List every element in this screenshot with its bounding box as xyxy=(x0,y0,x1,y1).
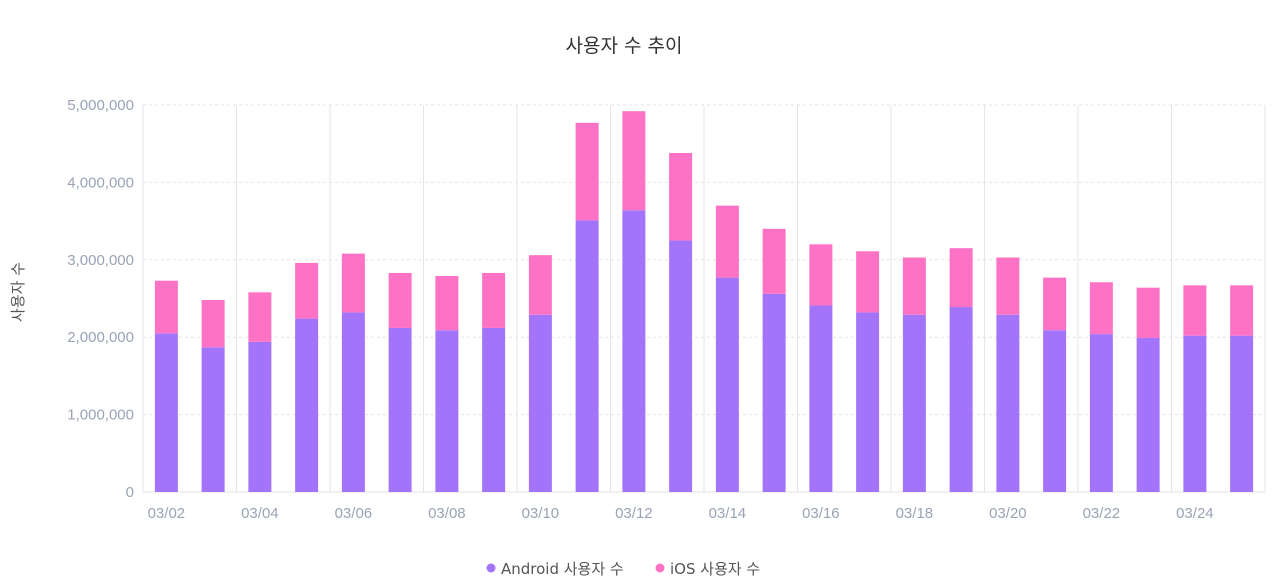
bar-android-03-15[interactable] xyxy=(762,293,786,492)
bar-android-03-11[interactable] xyxy=(575,220,599,493)
x-tick-label: 03/08 xyxy=(428,505,466,522)
grid xyxy=(142,104,1266,493)
y-tick-label: 0 xyxy=(126,484,134,501)
y-tick-label: 4,000,000 xyxy=(67,174,134,191)
bar-ios-03-11[interactable] xyxy=(575,122,599,221)
x-tick-label: 03/02 xyxy=(148,505,186,522)
bar-ios-03-09[interactable] xyxy=(482,272,506,328)
legend-android-marker xyxy=(486,563,496,573)
bar-android-03-16[interactable] xyxy=(809,305,833,492)
y-tick-label: 2,000,000 xyxy=(67,329,134,346)
bar-ios-03-07[interactable] xyxy=(388,272,412,328)
bar-ios-03-18[interactable] xyxy=(902,257,926,315)
bar-ios-03-16[interactable] xyxy=(809,244,833,306)
x-tick-label: 03/14 xyxy=(709,505,747,522)
bar-ios-03-22[interactable] xyxy=(1089,282,1113,335)
y-tick-label: 1,000,000 xyxy=(67,407,134,424)
legend-android-label[interactable]: Android 사용자 수 xyxy=(501,560,624,578)
chart-title: 사용자 수 추이 xyxy=(566,35,683,57)
y-tick-label: 3,000,000 xyxy=(67,252,134,269)
bar-android-03-14[interactable] xyxy=(715,277,739,492)
bar-ios-03-08[interactable] xyxy=(435,276,459,331)
bar-android-03-12[interactable] xyxy=(622,210,646,492)
bar-ios-03-14[interactable] xyxy=(715,205,739,278)
bar-android-03-25[interactable] xyxy=(1230,335,1254,492)
bar-ios-03-17[interactable] xyxy=(856,251,880,313)
bar-android-03-07[interactable] xyxy=(388,327,412,492)
bar-android-03-20[interactable] xyxy=(996,314,1020,492)
legend-ios-label[interactable]: iOS 사용자 수 xyxy=(670,560,760,578)
bar-android-03-05[interactable] xyxy=(295,318,319,492)
bar-ios-03-19[interactable] xyxy=(949,248,973,308)
bar-android-03-18[interactable] xyxy=(902,314,926,492)
bar-android-03-21[interactable] xyxy=(1043,330,1067,492)
bar-android-03-02[interactable] xyxy=(154,333,178,492)
x-tick-label: 03/12 xyxy=(615,505,653,522)
bar-ios-03-21[interactable] xyxy=(1043,277,1067,331)
x-tick-label: 03/24 xyxy=(1176,505,1214,522)
bar-android-03-06[interactable] xyxy=(341,312,365,492)
bar-android-03-04[interactable] xyxy=(248,341,272,492)
bar-android-03-13[interactable] xyxy=(669,240,693,492)
bar-ios-03-04[interactable] xyxy=(248,292,272,342)
bar-ios-03-25[interactable] xyxy=(1230,285,1254,336)
x-tick-label: 03/20 xyxy=(989,505,1027,522)
x-tick-label: 03/06 xyxy=(335,505,373,522)
bar-ios-03-06[interactable] xyxy=(341,253,365,313)
bar-android-03-08[interactable] xyxy=(435,330,459,492)
bar-ios-03-15[interactable] xyxy=(762,228,786,294)
x-tick-label: 03/04 xyxy=(241,505,279,522)
bar-android-03-19[interactable] xyxy=(949,307,973,492)
x-tick-label: 03/22 xyxy=(1083,505,1121,522)
legend: Android 사용자 수 iOS 사용자 수 xyxy=(486,560,760,578)
y-tick-label: 5,000,000 xyxy=(67,97,134,114)
bar-ios-03-24[interactable] xyxy=(1183,285,1207,336)
bar-ios-03-05[interactable] xyxy=(295,262,319,319)
bar-android-03-09[interactable] xyxy=(482,327,506,492)
bar-ios-03-13[interactable] xyxy=(669,152,693,241)
bar-android-03-17[interactable] xyxy=(856,312,880,492)
x-tick-label: 03/16 xyxy=(802,505,840,522)
y-axis-label: 사용자 수 xyxy=(9,262,27,322)
x-tick-label: 03/18 xyxy=(896,505,934,522)
bar-android-03-03[interactable] xyxy=(201,347,225,492)
bars xyxy=(154,111,1254,493)
bar-ios-03-20[interactable] xyxy=(996,257,1020,315)
bar-ios-03-23[interactable] xyxy=(1136,287,1160,338)
x-axis-ticks: 03/02 03/04 03/06 03/08 03/10 03/12 03/14 03/16… xyxy=(148,505,1214,522)
y-axis-ticks: 0 1,000,000 2,000,000 3,000,000 4,000,000 5,0… xyxy=(67,97,134,501)
bar-ios-03-12[interactable] xyxy=(622,111,646,211)
bar-ios-03-02[interactable] xyxy=(154,280,178,334)
bar-ios-03-10[interactable] xyxy=(528,255,552,315)
bar-ios-03-03[interactable] xyxy=(201,300,225,348)
bar-android-03-10[interactable] xyxy=(528,314,552,492)
bar-android-03-22[interactable] xyxy=(1089,334,1113,492)
bar-android-03-23[interactable] xyxy=(1136,337,1160,492)
legend-ios-marker xyxy=(655,563,665,573)
x-tick-label: 03/10 xyxy=(522,505,560,522)
bar-android-03-24[interactable] xyxy=(1183,335,1207,492)
